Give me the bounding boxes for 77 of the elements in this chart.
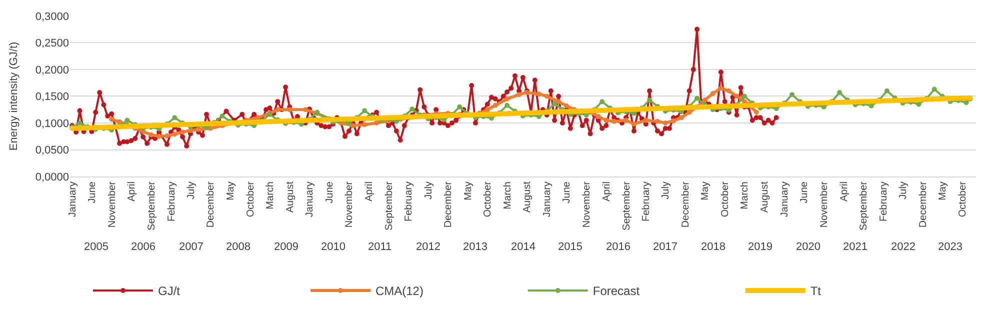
x-tick-label: April	[601, 182, 612, 202]
x-tick-label: February	[878, 182, 890, 222]
x-tick-label: April	[838, 182, 850, 202]
x-tick-label: May	[938, 182, 949, 200]
x2-tick-label: 2018	[701, 241, 726, 253]
x-tick-label: January	[542, 182, 554, 218]
x-tick-label: June	[799, 181, 810, 204]
x2-tick-label: 2012	[416, 241, 440, 253]
x2-tick-label: 2017	[653, 241, 678, 253]
x-tick-label: June	[324, 181, 336, 204]
x2-tick-label: 2015	[558, 241, 582, 253]
x-tick-label: July	[423, 182, 434, 200]
y-tick-label: 0,0000	[35, 171, 69, 184]
x-tick-label: February	[166, 182, 178, 222]
x-tick-label: October	[720, 180, 732, 218]
x-tick-label: May	[462, 182, 474, 200]
x-tick-label: August	[760, 181, 771, 213]
x-tick-label: September	[384, 180, 395, 230]
x-tick-label: June	[562, 181, 573, 204]
x-tick-label: December	[680, 180, 692, 228]
y-tick-label: 0,1000	[35, 118, 69, 130]
x-tick-label: March	[740, 182, 751, 210]
x2-tick-label: 2023	[938, 241, 962, 253]
legend-label: GJ/t	[158, 284, 181, 298]
x2-tick-label: 2009	[274, 241, 298, 253]
x2-tick-label: 2008	[226, 241, 250, 253]
x-tick-label: December	[443, 180, 454, 228]
x2-tick-label: 2005	[84, 241, 108, 253]
x-tick-label: July	[898, 182, 910, 200]
y-tick-label: 0,3000	[35, 10, 69, 23]
y-tick-label: 0,2000	[35, 64, 69, 76]
y-tick-label: 0,0500	[35, 144, 69, 157]
x-tick-label: December	[206, 180, 217, 228]
x-tick-label: October	[957, 180, 968, 218]
x-tick-label: May	[225, 182, 236, 200]
x2-tick-label: 2022	[891, 241, 916, 253]
x-tick-label: August	[522, 181, 534, 213]
x-tick-label: May	[700, 182, 712, 200]
x-tick-label: December	[918, 180, 929, 228]
legend-label: CMA(12)	[375, 284, 424, 298]
x-tick-label: November	[344, 180, 356, 228]
x-tick-label: July	[186, 182, 197, 200]
x-tick-label: March	[264, 182, 276, 210]
x-tick-label: November	[819, 180, 830, 228]
x2-tick-label: 2016	[606, 241, 630, 253]
x2-tick-label: 2020	[796, 241, 820, 253]
x-tick-label: November	[582, 180, 593, 228]
legend-label: Tt	[810, 284, 822, 298]
x-tick-label: March	[502, 182, 514, 210]
x-tick-label: February	[641, 182, 652, 222]
x-tick-label: June	[86, 181, 98, 204]
x2-tick-label: 2011	[368, 241, 392, 253]
x-tick-label: September	[621, 180, 632, 230]
x-tick-label: January	[779, 182, 790, 218]
x-tick-label: October	[245, 180, 256, 218]
x2-tick-label: 2019	[748, 241, 772, 253]
x-tick-label: September	[146, 180, 158, 230]
x2-tick-label: 2006	[131, 241, 156, 253]
x-tick-label: November	[106, 180, 118, 228]
x-tick-label: July	[660, 182, 672, 200]
x-tick-label: April	[126, 182, 138, 202]
y-tick-label: 0,2500	[35, 38, 69, 50]
x-tick-label: February	[404, 182, 415, 222]
x-tick-label: January	[304, 182, 316, 218]
x-tick-label: September	[858, 180, 870, 230]
y-tick-label: 0,1500	[35, 91, 69, 104]
x-tick-label: October	[482, 180, 494, 218]
y-axis-title: Energy intensity (GJ/t)	[8, 42, 20, 151]
x-tick-label: April	[364, 182, 375, 202]
x-tick-label: August	[284, 181, 296, 213]
x2-tick-label: 2014	[511, 241, 536, 253]
x2-tick-label: 2021	[843, 241, 868, 253]
x2-tick-label: 2010	[321, 241, 346, 253]
x-tick-label: January	[67, 182, 78, 218]
legend-label: Forecast	[592, 284, 640, 298]
x2-tick-label: 2007	[179, 241, 204, 253]
x2-tick-label: 2013	[463, 241, 488, 253]
